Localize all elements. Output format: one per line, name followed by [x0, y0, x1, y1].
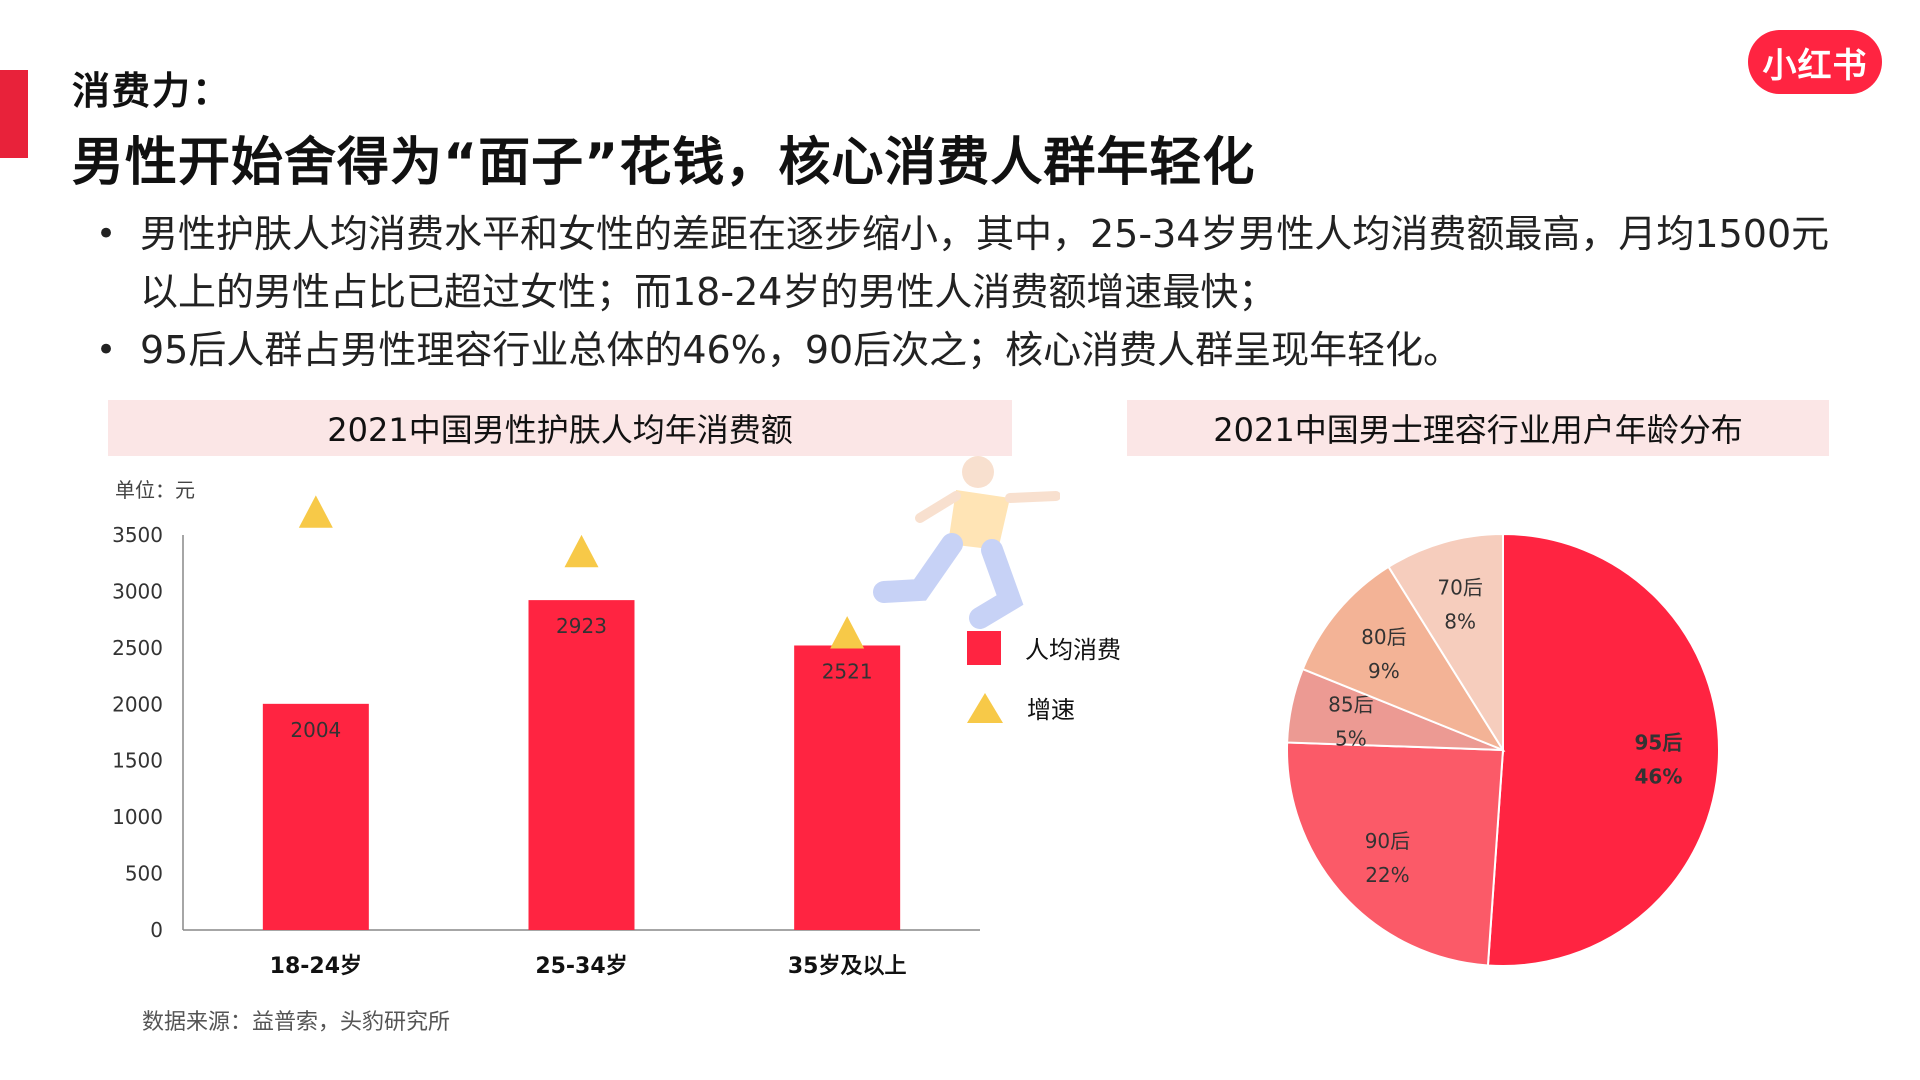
pie-slice-percent: 46%: [1634, 764, 1682, 788]
bullet-list: • 男性护肤人均消费水平和女性的差距在逐步缩小，其中，25-34岁男性人均消费额最…: [92, 205, 1832, 379]
pie-slice: [1486, 532, 1720, 967]
bar: [528, 600, 635, 930]
pie-slice-percent: 8%: [1444, 610, 1476, 634]
legend-triangle-icon: [967, 692, 1003, 723]
pie-slice-label: 70后: [1437, 576, 1482, 600]
bar: [262, 703, 369, 930]
pie-slice: [1387, 532, 1504, 754]
legend-item-consumption: 人均消费: [967, 630, 1121, 665]
legend-item-growth: 增速: [967, 690, 1075, 725]
unit-label: 单位：元: [115, 478, 195, 502]
pie-slice-label: 80后: [1361, 625, 1406, 649]
page-title: 男性开始舍得为“面子”花钱，核心消费人群年轻化: [72, 133, 1256, 193]
section-kicker: 消费力：: [72, 69, 233, 113]
bar: [794, 645, 901, 930]
y-tick-label: 500: [125, 862, 163, 886]
pie-slice-label: 85后: [1328, 693, 1373, 717]
bullet-item: • 男性护肤人均消费水平和女性的差距在逐步缩小，其中，25-34岁男性人均消费额最…: [92, 205, 1832, 321]
bullet-item: • 95后人群占男性理容行业总体的46%，90后次之；核心消费人群呈现年轻化。: [92, 321, 1832, 379]
pie-chart-title: 2021中国男士理容行业用户年龄分布: [1127, 400, 1829, 456]
y-tick-label: 1500: [112, 749, 163, 773]
bullet-text: 男性护肤人均消费水平和女性的差距在逐步缩小，其中，25-34岁男性人均消费额最高…: [140, 212, 1830, 314]
pie-slice-percent: 9%: [1368, 659, 1400, 683]
growth-triangle-marker: [298, 495, 333, 528]
pie-slice-label: 90后: [1365, 829, 1410, 853]
pie-slice: [1286, 741, 1505, 967]
growth-triangle-marker: [564, 534, 599, 568]
bar-data-label: 2521: [822, 659, 873, 683]
y-tick-label: 3500: [112, 523, 163, 547]
y-tick-label: 0: [150, 918, 163, 942]
bullet-text: 95后人群占男性理容行业总体的46%，90后次之；核心消费人群呈现年轻化。: [140, 328, 1462, 372]
y-tick-label: 2000: [112, 692, 163, 716]
bar-chart-title: 2021中国男性护肤人均年消费额: [108, 400, 1012, 456]
bar-data-label: 2004: [290, 718, 341, 742]
legend-square-icon: [967, 630, 1001, 665]
legend-label: 人均消费: [1025, 636, 1121, 664]
y-tick-label: 1000: [112, 805, 163, 829]
pie-slice: [1301, 565, 1506, 753]
xiaohongshu-logo: 小红书: [1748, 30, 1882, 94]
growth-triangle-marker: [830, 616, 865, 649]
data-source-note: 数据来源：益普索，头豹研究所: [142, 1010, 451, 1035]
title-accent-bar: [0, 70, 28, 158]
pie-slice-label: 95后: [1635, 730, 1683, 754]
x-tick-label: 18-24岁: [270, 953, 362, 979]
bullet-dot-icon: •: [96, 330, 117, 370]
pie-slice-percent: 22%: [1365, 863, 1409, 887]
y-tick-label: 3000: [112, 579, 163, 603]
running-man-illustration: [873, 456, 1060, 629]
x-tick-label: 35岁及以上: [788, 953, 907, 979]
y-tick-label: 2500: [112, 636, 163, 660]
legend-label: 增速: [1027, 696, 1075, 724]
x-tick-label: 25-34岁: [535, 953, 627, 979]
pie-slice-percent: 5%: [1335, 727, 1367, 751]
bullet-dot-icon: •: [96, 214, 117, 254]
bar-data-label: 2923: [556, 614, 607, 638]
